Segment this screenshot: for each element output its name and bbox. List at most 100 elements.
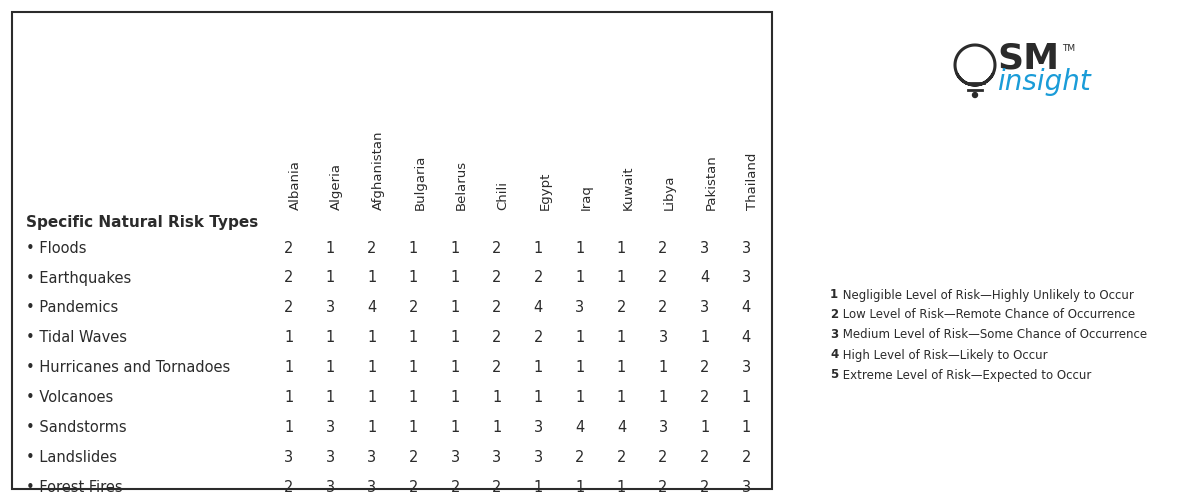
Text: 2: 2 <box>409 301 419 316</box>
Text: 2: 2 <box>534 271 543 286</box>
Text: 2: 2 <box>700 361 710 376</box>
Text: 2: 2 <box>659 450 667 465</box>
Text: 4: 4 <box>742 331 751 346</box>
Text: 1: 1 <box>325 361 335 376</box>
Text: 3: 3 <box>325 450 335 465</box>
Text: 1: 1 <box>616 240 626 256</box>
Text: Kuwait: Kuwait <box>621 165 634 210</box>
Text: 1: 1 <box>325 271 335 286</box>
Text: 4: 4 <box>700 271 710 286</box>
Text: 1: 1 <box>616 390 626 405</box>
Text: 1: 1 <box>830 289 838 302</box>
Text: 1: 1 <box>409 390 418 405</box>
Text: 3: 3 <box>575 301 584 316</box>
Text: Albania: Albania <box>289 160 302 210</box>
Text: • Sandstorms: • Sandstorms <box>26 420 127 435</box>
Text: 1: 1 <box>451 420 460 435</box>
Text: 1: 1 <box>616 480 626 495</box>
Text: 1: 1 <box>575 480 584 495</box>
Text: 2: 2 <box>409 480 419 495</box>
Text: Algeria: Algeria <box>330 163 343 210</box>
Text: 1: 1 <box>284 361 293 376</box>
Text: 1: 1 <box>325 240 335 256</box>
Text: • Tidal Waves: • Tidal Waves <box>26 331 127 346</box>
Text: 2: 2 <box>492 361 502 376</box>
Text: 2: 2 <box>284 480 293 495</box>
Text: 1: 1 <box>325 390 335 405</box>
Text: 1: 1 <box>534 480 543 495</box>
Text: 3: 3 <box>659 420 667 435</box>
Text: 5: 5 <box>830 369 839 381</box>
Text: 3: 3 <box>742 271 751 286</box>
Text: 1: 1 <box>368 390 376 405</box>
Text: • Volcanoes: • Volcanoes <box>26 390 114 405</box>
Text: • Pandemics: • Pandemics <box>26 301 118 316</box>
Text: 2: 2 <box>659 301 667 316</box>
Text: 1: 1 <box>409 271 418 286</box>
Text: 3: 3 <box>325 301 335 316</box>
Text: 2: 2 <box>367 240 376 256</box>
Text: 1: 1 <box>284 390 293 405</box>
Text: 2: 2 <box>659 480 667 495</box>
Text: 4: 4 <box>534 301 543 316</box>
Text: 1: 1 <box>742 420 751 435</box>
Text: Medium Level of Risk—Some Chance of Occurrence: Medium Level of Risk—Some Chance of Occu… <box>839 329 1148 342</box>
Text: • Forest Fires: • Forest Fires <box>26 480 123 495</box>
Text: 3: 3 <box>700 301 709 316</box>
Text: 2: 2 <box>409 450 419 465</box>
Text: 4: 4 <box>616 420 626 435</box>
Text: 1: 1 <box>409 331 418 346</box>
Text: 2: 2 <box>492 480 502 495</box>
Text: 2: 2 <box>492 271 502 286</box>
Text: 1: 1 <box>451 301 460 316</box>
Text: 1: 1 <box>534 361 543 376</box>
Text: 1: 1 <box>534 390 543 405</box>
Text: High Level of Risk—Likely to Occur: High Level of Risk—Likely to Occur <box>839 349 1048 362</box>
Text: 1: 1 <box>575 361 584 376</box>
Text: 1: 1 <box>451 361 460 376</box>
Text: 3: 3 <box>659 331 667 346</box>
Text: 3: 3 <box>534 420 543 435</box>
Text: Pakistan: Pakistan <box>705 154 718 210</box>
Text: 2: 2 <box>830 309 838 322</box>
Text: 1: 1 <box>616 271 626 286</box>
Text: 1: 1 <box>368 361 376 376</box>
Text: 3: 3 <box>700 240 709 256</box>
Text: Egypt: Egypt <box>538 172 551 210</box>
Text: Afghanistan: Afghanistan <box>371 130 384 210</box>
Text: 1: 1 <box>700 420 710 435</box>
Text: 1: 1 <box>409 361 418 376</box>
Text: 3: 3 <box>492 450 502 465</box>
Circle shape <box>972 93 977 98</box>
Text: 3: 3 <box>742 480 751 495</box>
Text: 1: 1 <box>368 331 376 346</box>
Text: 2: 2 <box>659 271 667 286</box>
Text: 3: 3 <box>368 480 376 495</box>
Text: Low Level of Risk—Remote Chance of Occurrence: Low Level of Risk—Remote Chance of Occur… <box>839 309 1136 322</box>
Text: 1: 1 <box>451 331 460 346</box>
Text: Bulgaria: Bulgaria <box>414 155 427 210</box>
Text: 2: 2 <box>575 450 584 465</box>
Text: Extreme Level of Risk—Expected to Occur: Extreme Level of Risk—Expected to Occur <box>839 369 1092 381</box>
Text: 3: 3 <box>742 361 751 376</box>
Text: 1: 1 <box>368 271 376 286</box>
Text: 2: 2 <box>284 301 293 316</box>
Text: 3: 3 <box>325 420 335 435</box>
Text: 2: 2 <box>284 240 293 256</box>
Text: 1: 1 <box>575 390 584 405</box>
Text: • Landslides: • Landslides <box>26 450 117 465</box>
Text: 1: 1 <box>575 271 584 286</box>
Bar <box>12 12 772 489</box>
Text: 1: 1 <box>284 331 293 346</box>
Text: Chili: Chili <box>497 181 510 210</box>
Text: 1: 1 <box>409 240 418 256</box>
Text: 3: 3 <box>451 450 460 465</box>
Text: 3: 3 <box>830 329 838 342</box>
Text: 1: 1 <box>284 420 293 435</box>
Text: 1: 1 <box>534 240 543 256</box>
Text: Libya: Libya <box>662 174 675 210</box>
Text: Thailand: Thailand <box>746 153 759 210</box>
Text: 2: 2 <box>700 480 710 495</box>
Text: 4: 4 <box>742 301 751 316</box>
Text: 1: 1 <box>492 390 502 405</box>
